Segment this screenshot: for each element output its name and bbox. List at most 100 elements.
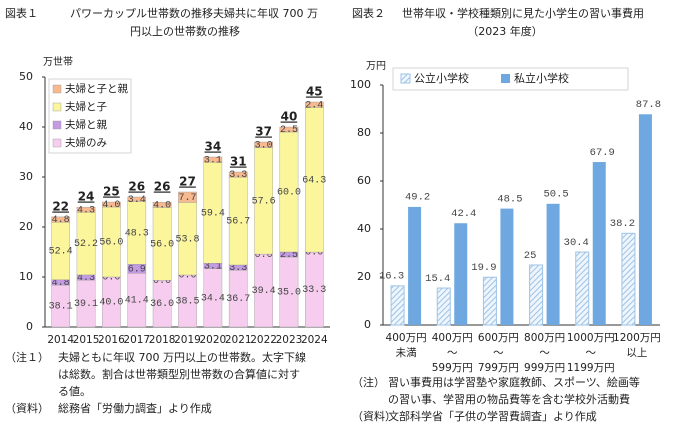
data-label: 48.3 <box>125 228 149 239</box>
y-tick-label: 30 <box>19 170 33 183</box>
data-label: 0.0 <box>305 248 323 259</box>
y-tick-label: 0 <box>364 318 371 331</box>
figure-label: 図表１ <box>5 6 38 20</box>
bar <box>546 203 560 325</box>
x-tick-label: 未満 <box>396 347 417 359</box>
y-tick-label: 0 <box>26 320 33 333</box>
bar-segment <box>279 126 299 133</box>
data-label: 0.0 <box>153 276 171 287</box>
data-label: 64.3 <box>302 175 326 186</box>
note-label: （資料） <box>5 401 49 415</box>
total-label: 45 <box>306 85 323 99</box>
x-tick-label: 2021 <box>225 334 252 346</box>
x-tick-label: 599万円 <box>432 362 473 374</box>
x-tick-label: 2018 <box>149 334 176 346</box>
x-tick-label: 1199万円 <box>567 362 615 374</box>
x-tick-label: ～ <box>493 347 504 359</box>
bar-segment <box>203 156 223 163</box>
data-label: 48.5 <box>497 193 522 205</box>
y-tick-label: 20 <box>19 220 33 233</box>
legend-label: 私立小学校 <box>514 71 569 85</box>
bar <box>621 232 636 326</box>
x-tick-label: 2022 <box>250 334 277 346</box>
data-label: 3.3 <box>229 170 247 181</box>
data-label: 39.4 <box>252 286 276 297</box>
legend-swatch <box>400 73 411 84</box>
x-tick-label: 以上 <box>626 347 647 359</box>
bar <box>500 208 514 325</box>
note-text: 総務省「労働力調査」より作成 <box>58 401 212 415</box>
data-label: 36.7 <box>226 294 250 305</box>
x-tick-label: 800万円 <box>524 332 565 344</box>
data-label: 0.0 <box>102 273 120 284</box>
data-label: 56.0 <box>99 238 123 249</box>
x-tick-label: 2016 <box>98 334 125 346</box>
data-label: 0.0 <box>255 250 273 261</box>
note-label: （資料） <box>352 409 396 423</box>
x-tick-label: 600万円 <box>478 332 519 344</box>
data-label: 2.5 <box>280 125 298 136</box>
data-label: 3.4 <box>128 195 146 206</box>
legend-swatch <box>52 102 62 112</box>
data-label: 4.0 <box>153 200 171 211</box>
y-tick-label: 40 <box>19 120 33 133</box>
total-label: 24 <box>78 190 95 204</box>
data-label: 57.6 <box>252 196 276 207</box>
x-tick-label: 400万円 <box>432 332 473 344</box>
x-tick-label: 799万円 <box>478 362 519 374</box>
bar-segment <box>127 196 147 202</box>
y-tick-label: 20 <box>357 270 371 283</box>
total-label: 25 <box>103 185 120 199</box>
chart-title: 世帯年収・学校種類別に見た小学生の習い事費用 <box>402 6 644 20</box>
legend-label: 公立小学校 <box>414 71 469 85</box>
note-label: （注１） <box>5 350 49 364</box>
data-label: 38.1 <box>49 302 73 313</box>
data-label: 87.8 <box>636 99 661 111</box>
total-label: 26 <box>154 180 171 194</box>
data-label: 6.9 <box>128 264 146 275</box>
bar-segment <box>178 191 197 203</box>
data-label: 4.3 <box>77 273 95 284</box>
y-tick-label: 100 <box>350 78 371 91</box>
x-tick-label: ～ <box>447 347 458 359</box>
y-axis-label: 万円 <box>366 61 386 72</box>
x-tick-label: 2023 <box>276 334 303 346</box>
data-label: 3.1 <box>204 262 222 273</box>
data-label: 40.0 <box>99 298 123 309</box>
bar <box>592 162 606 325</box>
legend-label: 夫婦と親 <box>65 118 107 131</box>
data-label: 19.9 <box>471 262 496 274</box>
legend-box <box>392 67 629 91</box>
data-label: 4.8 <box>52 278 70 289</box>
data-label: 0.0 <box>178 271 196 282</box>
x-tick-label: ～ <box>539 347 550 359</box>
bar <box>482 276 497 326</box>
bar-segment <box>304 101 324 108</box>
bar-segment <box>51 216 71 223</box>
data-label: 59.4 <box>201 208 225 219</box>
chart-title: パワーカップル世帯数の推移夫婦共に年収 700 万 <box>70 6 318 20</box>
x-tick-label: 1200万円 <box>613 332 661 344</box>
legend-label: 夫婦と子と親 <box>65 82 128 95</box>
data-label: 30.4 <box>564 237 589 249</box>
note-text: 夫婦ともに年収 700 万円以上の世帯数。太字下線 <box>58 350 306 364</box>
x-tick-label: 1000万円 <box>567 332 615 344</box>
bar-segment <box>102 201 121 208</box>
x-tick-label: 2014 <box>47 334 74 346</box>
data-label: 60.0 <box>277 188 301 199</box>
data-label: 56.7 <box>226 217 250 228</box>
total-label: 22 <box>52 200 69 214</box>
data-label: 7.7 <box>178 193 196 204</box>
data-label: 16.3 <box>379 271 404 283</box>
data-label: 3.3 <box>229 263 247 274</box>
figure-label: 図表２ <box>352 6 385 20</box>
bar-segment <box>76 206 96 213</box>
data-label: 38.2 <box>610 218 635 230</box>
data-label: 41.4 <box>125 296 149 307</box>
legend-swatch <box>52 138 62 148</box>
legend-label: 夫婦のみ <box>65 137 107 149</box>
chart-title: （2023 年度） <box>467 24 543 38</box>
x-tick-label: 2015 <box>73 334 100 346</box>
x-tick-label: 400万円 <box>386 332 427 344</box>
